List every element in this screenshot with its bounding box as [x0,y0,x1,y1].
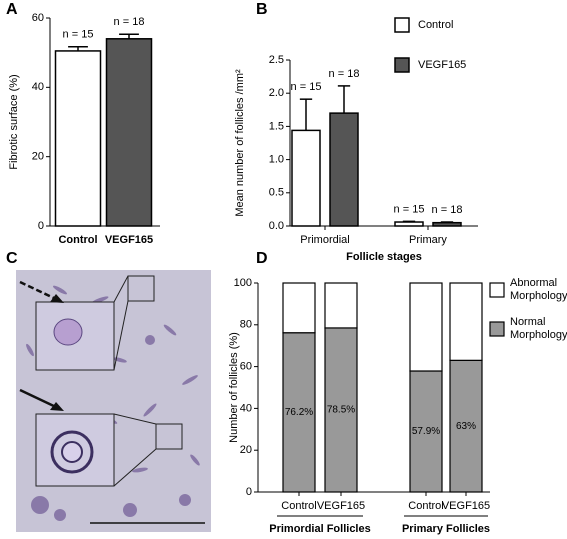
y-tick-label: 60 [32,12,44,24]
y-tick-label: 1.5 [269,120,284,132]
bar [394,221,424,227]
micrograph: C [6,250,211,532]
value-label: 76.2% [285,407,313,418]
arrowhead [50,402,64,411]
bar [291,129,321,227]
y-tick-label: 0 [38,220,44,232]
inset-oocyte [61,441,83,463]
legend-swatch [489,321,505,337]
legend-label: VEGF165 [418,59,466,71]
y-tick-label: 40 [240,402,252,414]
legend-swatch [489,282,505,298]
x-tick-label: Control [58,234,97,246]
x-tick-label: VEGF165 [442,500,490,512]
panel-label: D [256,250,268,267]
bar-segment [409,282,443,372]
n-label: n = 18 [114,16,145,28]
x-tick-label: VEGF165 [105,234,153,246]
value-label: 78.5% [327,405,355,416]
arrow [19,388,59,410]
n-label: n = 15 [394,203,425,215]
y-tick-label: 0.0 [269,220,284,232]
n-label: n = 15 [63,29,94,41]
arrowhead [50,294,64,303]
y-tick-label: 60 [240,361,252,373]
n-label: n = 18 [329,68,360,80]
bar-segment [282,282,316,334]
inset-marker [127,275,155,302]
y-axis-label: Fibrotic surface (%) [8,74,20,169]
x-tick-label: VEGF165 [317,500,365,512]
x-tick-label: Primary [409,234,447,246]
arrow [19,280,59,302]
y-tick-label: 0.5 [269,187,284,199]
value-label: 57.9% [412,426,440,437]
y-tick-label: 40 [32,81,44,93]
group-label: Primordial Follicles [269,523,370,535]
inset-cell [53,318,83,346]
y-tick-label: 20 [32,151,44,163]
group-label: Primary Follicles [402,523,490,535]
bar-segment [282,332,316,493]
legend-label: Control [418,19,453,31]
bar-segment [324,282,358,329]
x-axis-label: Follicle stages [346,251,422,263]
inset-connector [113,300,129,371]
bar-segment [449,282,483,361]
panel-label: A [6,1,18,18]
inset-marker [155,423,183,450]
bar [105,38,153,227]
value-label: 63% [456,421,476,432]
bar [432,221,462,227]
x-tick-label: Control [281,500,316,512]
n-label: n = 18 [432,204,463,216]
legend-swatch [394,17,410,33]
inset-connector [113,413,157,425]
y-tick-label: 80 [240,319,252,331]
legend-swatch [394,57,410,73]
legend-label: Abnormal Morphology [510,277,567,302]
legend-label: Normal Morphology [510,316,567,341]
n-label: n = 15 [291,81,322,93]
panel-label: B [256,1,268,18]
y-tick-label: 2.5 [269,54,284,66]
bar [54,50,102,227]
panel-label: C [6,250,18,267]
x-tick-label: Control [408,500,443,512]
y-tick-label: 20 [240,444,252,456]
y-tick-label: 1.0 [269,154,284,166]
inset-connector [113,275,129,303]
x-tick-label: Primordial [300,234,350,246]
y-axis-label: Number of follicles (%) [228,332,240,443]
bar [329,112,359,227]
y-tick-label: 2.0 [269,87,284,99]
inset-connector [113,448,157,487]
bar-segment [409,370,443,493]
y-axis-label: Mean number of follicles /mm² [234,69,246,217]
y-tick-label: 100 [234,277,252,289]
y-tick-label: 0 [246,486,252,498]
inset-follicle [50,430,94,474]
